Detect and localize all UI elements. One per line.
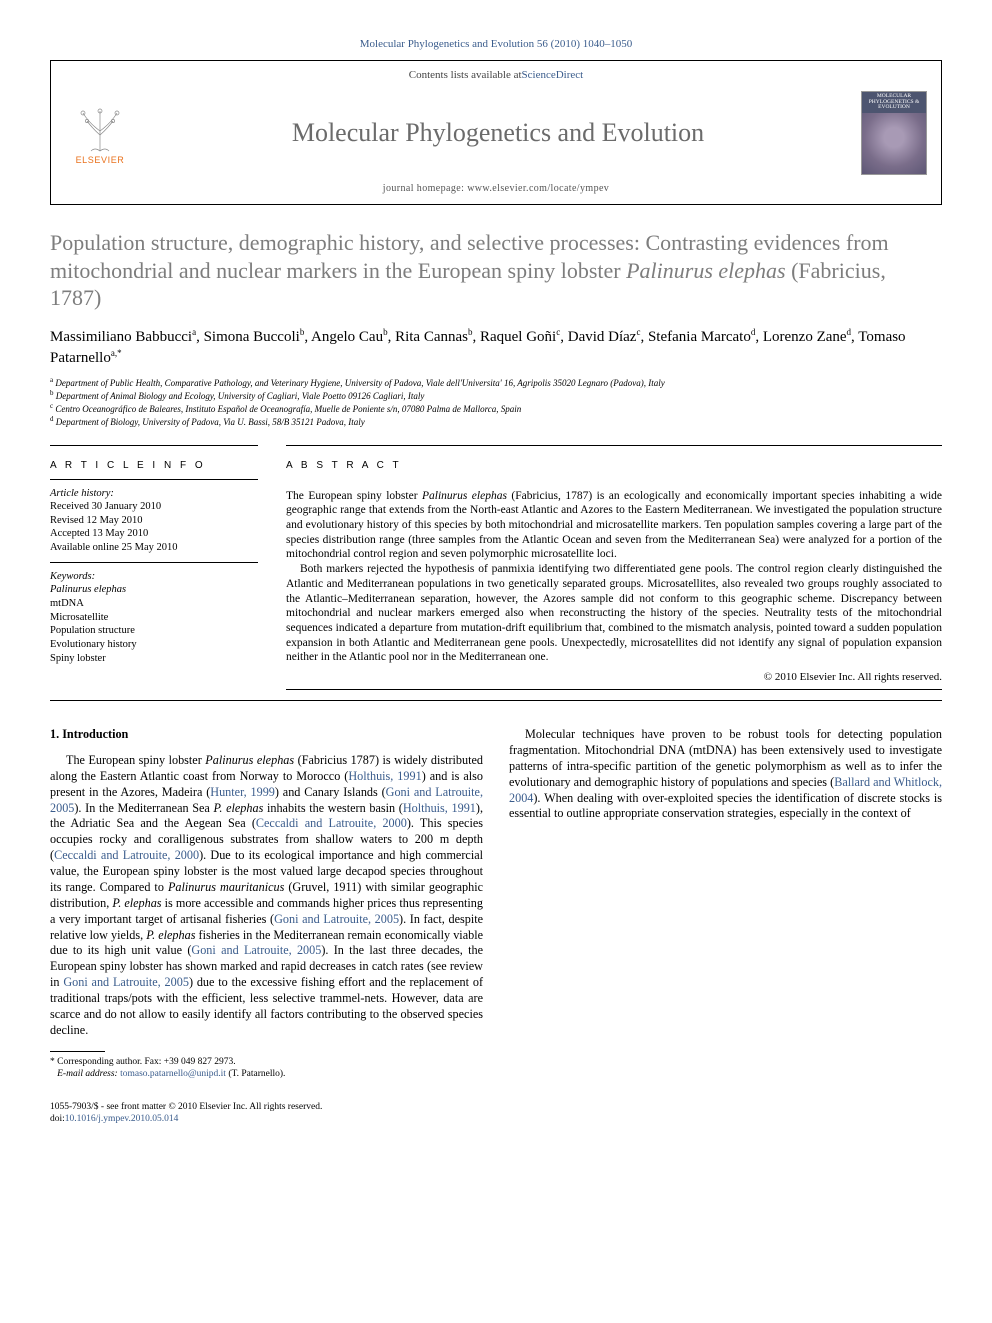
author: Massimiliano Babbuccia bbox=[50, 329, 196, 345]
intro-p1: The European spiny lobster Palinurus ele… bbox=[50, 753, 483, 1038]
cover-image bbox=[862, 113, 926, 175]
abs-p2: Both markers rejected the hypothesis of … bbox=[286, 562, 942, 665]
elsevier-brand-text: ELSEVIER bbox=[76, 155, 125, 165]
footnote-rule bbox=[50, 1051, 105, 1052]
author: David Díazc bbox=[568, 329, 641, 345]
author: Simona Buccolib bbox=[204, 329, 305, 345]
history-line: Received 30 January 2010 bbox=[50, 500, 258, 514]
abs-p1a: The European spiny lobster bbox=[286, 490, 422, 502]
citation-line: Molecular Phylogenetics and Evolution 56… bbox=[50, 38, 942, 50]
title-species: Palinurus elephas bbox=[626, 258, 786, 283]
history-line: Accepted 13 May 2010 bbox=[50, 527, 258, 541]
footnote-email-link[interactable]: tomaso.patarnello@unipd.it bbox=[120, 1069, 226, 1079]
keyword: mtDNA bbox=[50, 597, 258, 611]
keyword: Spiny lobster bbox=[50, 652, 258, 666]
author: Rita Cannasb bbox=[395, 329, 472, 345]
doi-link[interactable]: 10.1016/j.ympev.2010.05.014 bbox=[65, 1114, 179, 1124]
author: Stefania Marcatod bbox=[648, 329, 755, 345]
contents-prefix: Contents lists available at bbox=[409, 69, 522, 81]
journal-header-box: Contents lists available at ScienceDirec… bbox=[50, 60, 942, 205]
history-label: Article history: bbox=[50, 487, 258, 501]
article-history: Article history: Received 30 January 201… bbox=[50, 480, 258, 562]
abstract-text: The European spiny lobster Palinurus ele… bbox=[286, 479, 942, 666]
homepage-line: journal homepage: www.elsevier.com/locat… bbox=[51, 181, 941, 204]
history-line: Revised 12 May 2010 bbox=[50, 514, 258, 528]
doi-label: doi: bbox=[50, 1114, 65, 1124]
journal-title: Molecular Phylogenetics and Evolution bbox=[135, 118, 861, 148]
keywords-label: Keywords: bbox=[50, 570, 258, 584]
intro-p2: Molecular techniques have proven to be r… bbox=[509, 727, 942, 822]
homepage-prefix: journal homepage: bbox=[383, 183, 467, 194]
affiliation: b Department of Animal Biology and Ecolo… bbox=[50, 389, 942, 402]
abs-p1-species: Palinurus elephas bbox=[422, 490, 507, 502]
contents-line: Contents lists available at ScienceDirec… bbox=[51, 61, 941, 85]
author: Raquel Goñic bbox=[480, 329, 560, 345]
homepage-link[interactable]: www.elsevier.com/locate/ympev bbox=[467, 183, 609, 194]
cover-title: MOLECULAR PHYLOGENETICS & EVOLUTION bbox=[862, 92, 926, 113]
elsevier-tree-icon bbox=[71, 101, 129, 153]
keywords-block: Keywords: Palinurus elephasmtDNAMicrosat… bbox=[50, 563, 258, 672]
corresponding-footnote: * Corresponding author. Fax: +39 049 827… bbox=[50, 1056, 483, 1081]
author: Angelo Caub bbox=[311, 329, 388, 345]
footnote-email-tail: (T. Patarnello). bbox=[226, 1069, 285, 1079]
journal-cover-thumb: MOLECULAR PHYLOGENETICS & EVOLUTION bbox=[861, 91, 927, 175]
citation-link[interactable]: Molecular Phylogenetics and Evolution 56… bbox=[360, 38, 633, 50]
sciencedirect-link[interactable]: ScienceDirect bbox=[522, 69, 584, 81]
article-info-heading: A R T I C L E I N F O bbox=[50, 446, 258, 479]
affiliation: d Department of Biology, University of P… bbox=[50, 415, 942, 428]
affiliation: c Centro Oceanográfico de Baleares, Inst… bbox=[50, 402, 942, 415]
intro-heading: 1. Introduction bbox=[50, 727, 483, 743]
history-line: Available online 25 May 2010 bbox=[50, 541, 258, 555]
article-info-column: A R T I C L E I N F O Article history: R… bbox=[50, 445, 258, 691]
footnote-email-label: E-mail address: bbox=[57, 1069, 118, 1079]
article-title: Population structure, demographic histor… bbox=[50, 229, 942, 312]
abstract-heading: A B S T R A C T bbox=[286, 446, 942, 479]
footnote-corr: Corresponding author. Fax: +39 049 827 2… bbox=[57, 1057, 235, 1067]
affiliation: a Department of Public Health, Comparati… bbox=[50, 376, 942, 389]
keyword: Microsatellite bbox=[50, 611, 258, 625]
body-two-column: 1. Introduction The European spiny lobst… bbox=[50, 727, 942, 1080]
section-divider bbox=[50, 700, 942, 701]
bottom-bar: 1055-7903/$ - see front matter © 2010 El… bbox=[50, 1102, 942, 1126]
keyword: Evolutionary history bbox=[50, 638, 258, 652]
keyword: Palinurus elephas bbox=[50, 583, 258, 597]
abstract-column: A B S T R A C T The European spiny lobst… bbox=[286, 445, 942, 691]
issn-line: 1055-7903/$ - see front matter © 2010 El… bbox=[50, 1102, 322, 1114]
abstract-copyright: © 2010 Elsevier Inc. All rights reserved… bbox=[286, 671, 942, 683]
keyword: Population structure bbox=[50, 624, 258, 638]
elsevier-logo: ELSEVIER bbox=[65, 94, 135, 172]
affiliations-list: a Department of Public Health, Comparati… bbox=[50, 376, 942, 429]
authors-list: Massimiliano Babbuccia, Simona Buccolib,… bbox=[50, 326, 942, 369]
author: Lorenzo Zaned bbox=[763, 329, 851, 345]
